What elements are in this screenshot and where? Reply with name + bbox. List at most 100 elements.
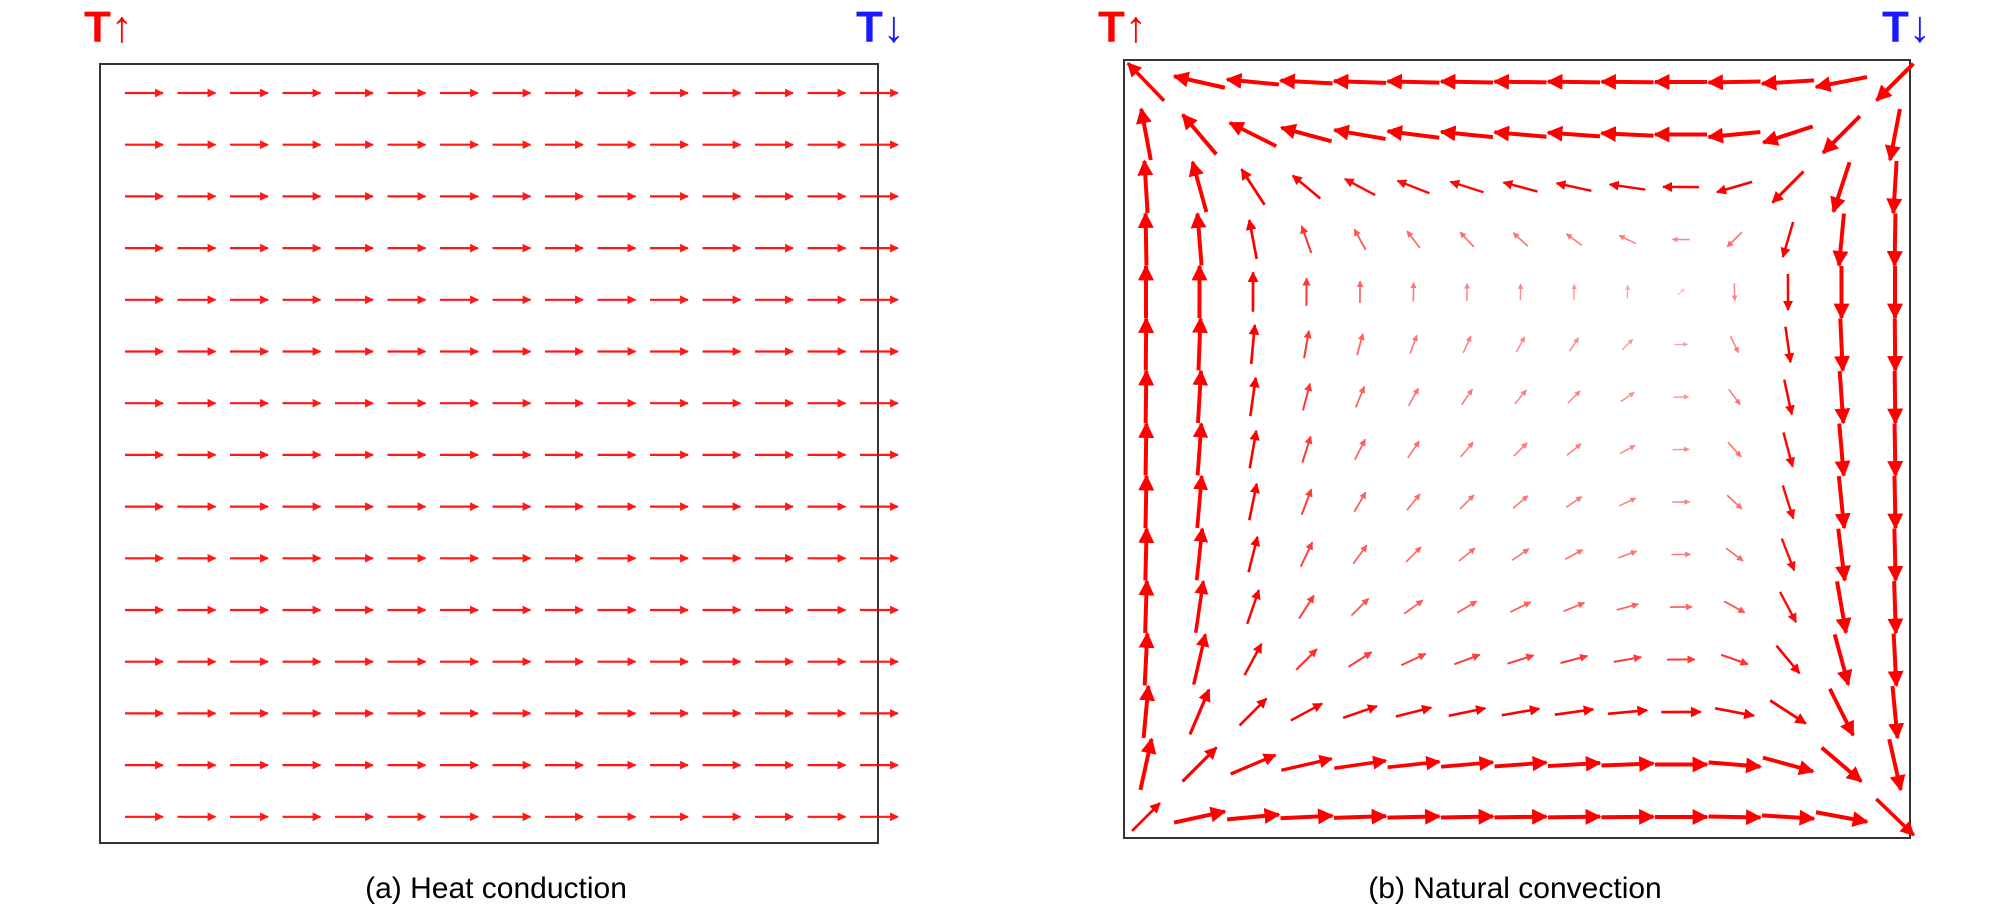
flow-arrow [1726,231,1743,248]
flow-arrow [1834,475,1851,530]
flow-arrow [1386,125,1440,141]
flow-arrow [1769,699,1807,725]
flow-arrow [1138,631,1155,686]
flow-arrow [1886,160,1903,215]
flow-arrow [1761,809,1816,826]
flow-arrow [1567,390,1581,404]
flow-arrow [1439,73,1494,90]
flow-arrow [1835,528,1851,582]
flow-arrow [1514,389,1527,405]
flow-arrow [1248,376,1260,417]
flow-arrow [1887,633,1904,688]
flow-arrow [1563,601,1586,613]
flow-arrow [1138,369,1155,424]
flow-arrow [1188,160,1209,213]
hot-label: T↑ [84,3,133,52]
flow-arrow [1494,808,1549,825]
flow-arrow [1507,653,1535,665]
flow-arrow [1300,488,1313,516]
flow-arrow [1440,808,1495,825]
flow-arrow [1781,485,1796,520]
flow-arrow [1230,753,1277,776]
flow-arrow [1834,370,1851,425]
flow-arrow [1138,474,1155,529]
flow-arrow [1782,379,1795,416]
flow-arrow [1566,443,1582,456]
flow-arrow [1193,527,1209,581]
flow-arrow [1280,808,1335,825]
flow-arrow [1821,114,1862,155]
flow-arrow [1333,808,1388,825]
flow-arrow [1492,73,1547,90]
cold-label: T↓ [1882,3,1931,52]
flow-arrow [1493,125,1547,142]
flow-arrow [1616,602,1639,611]
flow-arrow [1406,493,1421,511]
flow-arrow [1512,232,1529,247]
vector-field [125,88,899,822]
flow-arrow [1173,806,1227,825]
flow-arrow [1456,600,1478,614]
flow-arrow [1280,754,1333,772]
flow-arrow [1513,442,1528,457]
flow-arrow [1225,72,1280,89]
flow-arrow [1761,124,1814,146]
flow-arrow [1353,491,1367,513]
flow-arrow [1247,535,1261,573]
flow-arrow [1396,179,1430,195]
flow-arrow [1762,755,1815,776]
flow-arrow [1449,179,1484,194]
flow-arrow [1784,326,1795,364]
flow-arrow [1729,335,1740,354]
flow-arrow [1342,704,1378,719]
flow-arrow [1815,810,1869,827]
flow-arrow [1886,213,1903,268]
flow-arrow [1138,737,1157,791]
flow-arrow [1459,494,1475,510]
flow-arrow [1350,597,1370,617]
flow-arrow [1298,594,1315,620]
flow-arrow [1192,422,1209,476]
flow-arrow [1714,707,1755,720]
flow-arrow [1192,316,1208,371]
flow-arrow [1290,702,1324,722]
flow-arrow [1720,653,1749,666]
flow-arrow [1618,234,1637,245]
flow-arrow [1775,644,1801,675]
flow-arrow [1448,705,1487,717]
flow-arrow [1453,653,1481,666]
flow-arrow [1354,438,1366,460]
flow-arrow [1137,159,1154,214]
flow-arrow [1621,338,1634,351]
flow-arrow [1439,125,1494,142]
flow-arrow [1295,648,1318,671]
vector-field [1126,62,1915,837]
flow-arrow [1706,74,1761,91]
flow-arrow [1888,685,1905,740]
flow-arrow [1356,333,1365,356]
flow-arrow [1814,75,1868,93]
flow-arrow [1302,382,1313,411]
flow-arrow [1727,441,1742,458]
flow-arrow [1830,161,1852,214]
flow-arrow [1547,755,1602,772]
flow-arrow [1511,548,1530,561]
flow-arrow [1405,546,1422,563]
flow-arrow [1501,705,1541,717]
flow-arrow [1181,113,1218,156]
flow-arrow [1715,180,1753,195]
flow-arrow [1193,474,1209,529]
flow-arrow [1546,73,1601,90]
flow-arrow [1395,704,1433,718]
flow-arrow [1243,642,1263,676]
flow-arrow [1138,579,1155,634]
flow-arrow [1782,432,1796,468]
caption: (b) Natural convection [1368,872,1661,905]
flow-arrow [1138,526,1155,581]
flow-arrow [1677,288,1685,296]
flow-arrow [1300,225,1313,254]
flow-arrow [1245,219,1258,260]
flow-arrow [1303,329,1312,359]
flow-arrow [1828,687,1855,737]
